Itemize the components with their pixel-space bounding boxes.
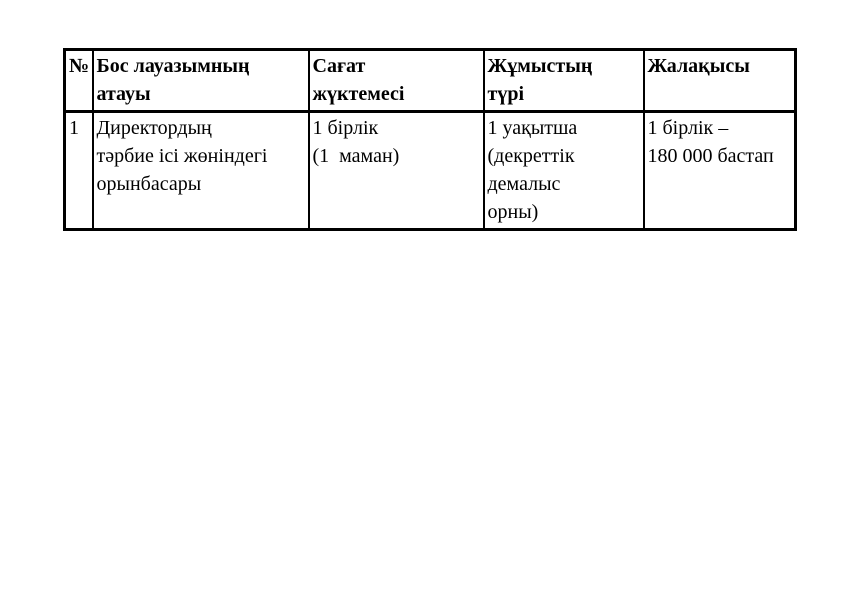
header-cell-number: №: [63, 48, 94, 113]
cell-position-name: Директордың тәрбие ісі жөніндегі орынбас…: [91, 110, 310, 231]
header-cell-work-type: Жұмыстың түрі: [482, 48, 645, 113]
cell-salary: 1 бірлік – 180 000 бастап: [642, 110, 797, 231]
cell-row-number: 1: [63, 110, 94, 231]
header-cell-salary: Жалақысы: [642, 48, 797, 113]
table-row: 1 Директордың тәрбие ісі жөніндегі орынб…: [63, 110, 797, 231]
vacancy-table: № Бос лауазымның атауы Сағат жүктемесі Ж…: [63, 48, 797, 231]
header-cell-position-name: Бос лауазымның атауы: [91, 48, 310, 113]
table-header-row: № Бос лауазымның атауы Сағат жүктемесі Ж…: [63, 48, 797, 113]
cell-hour-load: 1 бірлік (1 маман): [307, 110, 485, 231]
cell-work-type: 1 уақытша (декреттік демалыс орны): [482, 110, 645, 231]
header-cell-hour-load: Сағат жүктемесі: [307, 48, 485, 113]
